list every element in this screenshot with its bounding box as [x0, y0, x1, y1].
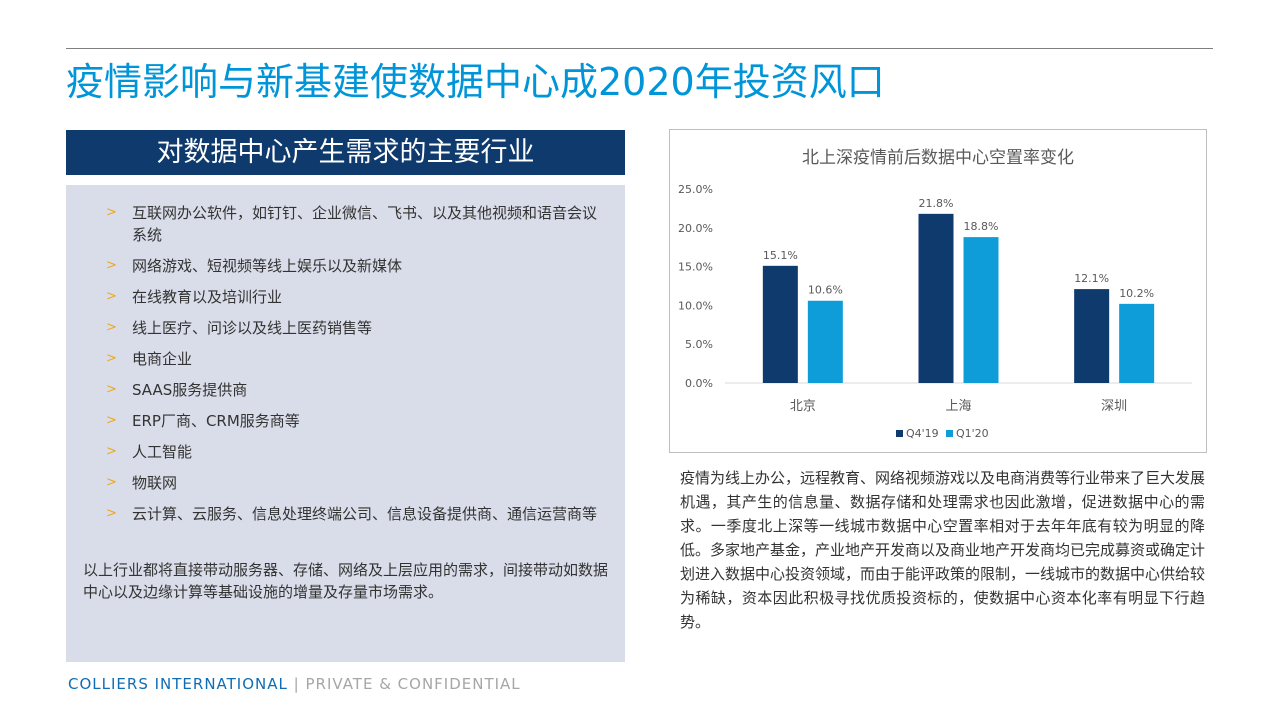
y-tick-label: 25.0%: [678, 183, 713, 196]
industry-item: > SAAS服务提供商: [66, 379, 625, 401]
industry-item-label: 互联网办公软件，如钉钉、企业微信、飞书、以及其他视频和语音会议系统: [132, 204, 598, 244]
industry-item-label: 在线教育以及培训行业: [132, 288, 283, 306]
y-tick-label: 15.0%: [678, 261, 713, 274]
industry-item: > 网络游戏、短视频等线上娱乐以及新媒体: [66, 255, 625, 277]
bar-q4-19: [918, 213, 954, 383]
bullet-arrow-icon: >: [106, 506, 117, 521]
industry-item-label: 云计算、云服务、信息处理终端公司、信息设备提供商、通信运营商等: [132, 505, 598, 523]
industry-item: > 物联网: [66, 472, 625, 494]
vacancy-chart: 北上深疫情前后数据中心空置率变化 0.0% 5.0% 10.0% 15.0% 20.0% 2…: [669, 129, 1207, 453]
industry-item-label: ERP厂商、CRM服务商等: [132, 412, 300, 430]
x-tick-label: 上海: [945, 399, 971, 414]
bar-q1-20: [807, 300, 843, 383]
industry-item: > 互联网办公软件，如钉钉、企业微信、飞书、以及其他视频和语音会议系统: [66, 202, 625, 246]
industries-summary: 以上行业都将直接带动服务器、存储、网络及上层应用的需求，间接带动如数据中心以及边…: [83, 561, 609, 601]
industry-item: > 在线教育以及培训行业: [66, 286, 625, 308]
bullet-arrow-icon: >: [106, 444, 117, 459]
bullet-arrow-icon: >: [106, 320, 117, 335]
bullet-arrow-icon: >: [106, 351, 117, 366]
industry-item: > ERP厂商、CRM服务商等: [66, 410, 625, 432]
bar-data-label: 10.2%: [1119, 287, 1154, 300]
bar-data-label: 18.8%: [964, 220, 999, 233]
bullet-arrow-icon: >: [106, 205, 117, 220]
vacancy-chart-svg: 北上深疫情前后数据中心空置率变化 0.0% 5.0% 10.0% 15.0% 20.0% 2…: [678, 148, 1192, 440]
industries-panel: > 互联网办公软件，如钉钉、企业微信、飞书、以及其他视频和语音会议系统 > 网络游戏、…: [66, 185, 625, 662]
x-tick-label: 北京: [790, 399, 816, 414]
bullet-arrow-icon: >: [106, 413, 117, 428]
y-tick-label: 10.0%: [678, 299, 713, 312]
industries-header: 对数据中心产生需求的主要行业: [66, 130, 625, 175]
industry-list: > 互联网办公软件，如钉钉、企业微信、飞书、以及其他视频和语音会议系统 > 网络游戏、…: [66, 185, 625, 534]
bar-q4-19: [762, 265, 798, 383]
bullet-arrow-icon: >: [106, 289, 117, 304]
bar-data-label: 10.6%: [808, 284, 843, 297]
legend-label: Q4'19: [906, 427, 939, 440]
industry-item: > 线上医疗、问诊以及线上医药销售等: [66, 317, 625, 339]
footer-separator: |: [293, 675, 300, 693]
bullet-arrow-icon: >: [106, 258, 117, 273]
footer-brand: COLLIERS INTERNATIONAL: [68, 675, 288, 693]
market-description: 疫情为线上办公，远程教育、网络视频游戏以及电商消费等行业带来了巨大发展机遇，其产…: [680, 469, 1206, 631]
chart-title: 北上深疫情前后数据中心空置率变化: [802, 148, 1074, 168]
page-title: 疫情影响与新基建使数据中心成2020年投资风口: [66, 60, 885, 104]
industry-item: > 人工智能: [66, 441, 625, 463]
industry-item-label: 物联网: [132, 474, 178, 492]
bar-data-label: 15.1%: [763, 249, 798, 262]
industry-item-label: 电商企业: [132, 350, 193, 368]
bar-q1-20: [1119, 303, 1155, 383]
y-tick-label: 20.0%: [678, 222, 713, 235]
bar-data-label: 12.1%: [1074, 272, 1109, 285]
footer: COLLIERS INTERNATIONAL | PRIVATE & CONFI…: [68, 675, 521, 693]
legend-swatch: [946, 430, 953, 437]
industry-item: > 电商企业: [66, 348, 625, 370]
y-tick-label: 5.0%: [685, 338, 713, 351]
bar-data-label: 21.8%: [919, 197, 954, 210]
bullet-arrow-icon: >: [106, 382, 117, 397]
industry-item-label: SAAS服务提供商: [132, 381, 248, 399]
bar-q1-20: [963, 237, 999, 383]
bar-q4-19: [1074, 289, 1110, 383]
industry-item-label: 线上医疗、问诊以及线上医药销售等: [132, 319, 373, 337]
legend-swatch: [896, 430, 903, 437]
industry-item-label: 网络游戏、短视频等线上娱乐以及新媒体: [132, 257, 403, 275]
y-tick-label: 0.0%: [685, 377, 713, 390]
legend-label: Q1'20: [956, 427, 989, 440]
industry-item-label: 人工智能: [132, 443, 193, 461]
top-divider: [66, 48, 1213, 49]
x-tick-label: 深圳: [1101, 399, 1127, 414]
industry-item: > 云计算、云服务、信息处理终端公司、信息设备提供商、通信运营商等: [66, 503, 625, 525]
footer-confidential: PRIVATE & CONFIDENTIAL: [305, 675, 521, 693]
bullet-arrow-icon: >: [106, 475, 117, 490]
